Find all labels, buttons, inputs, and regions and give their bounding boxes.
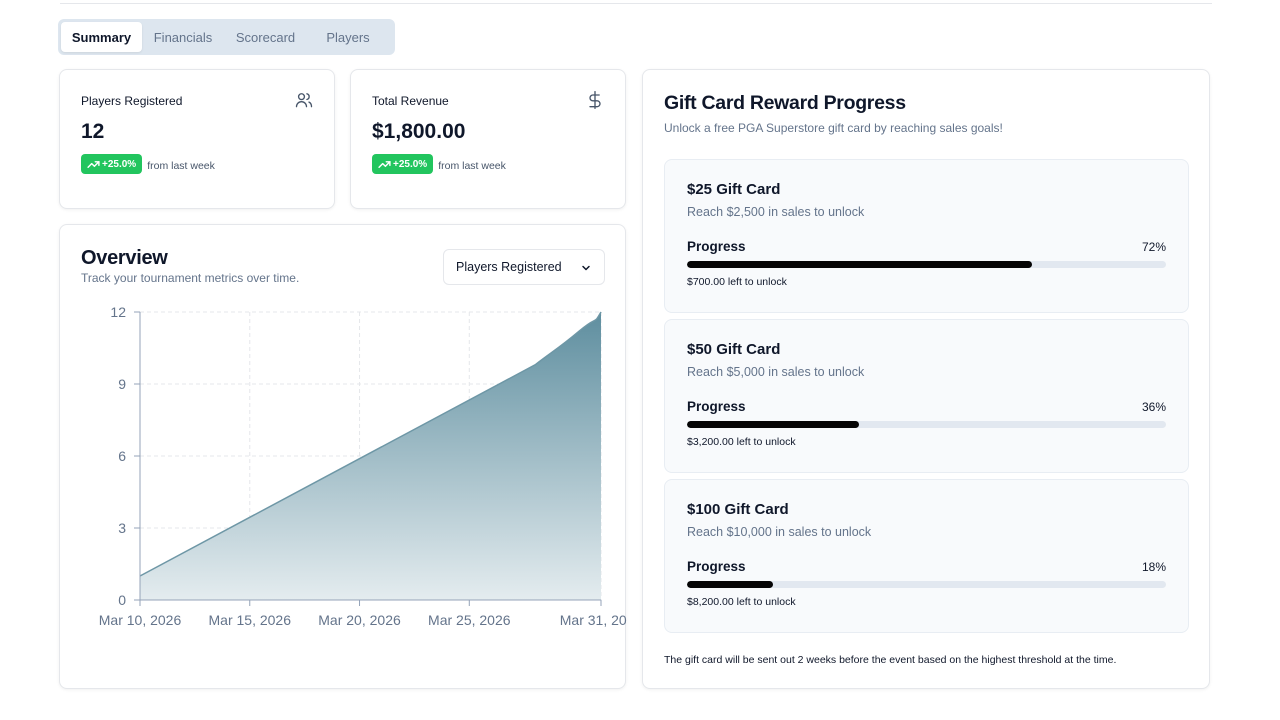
tier-100-card: $100 Gift Card Reach $10,000 in sales to… [664,479,1189,633]
tab-players[interactable]: Players [326,29,370,45]
gift-card-footnote: The gift card will be sent out 2 weeks b… [664,654,1117,666]
tab-scorecard[interactable]: Scorecard [235,29,296,45]
amount-left: $3,200.00 left to unlock [687,436,796,448]
trending-up-icon [87,160,100,168]
gift-card-title: Gift Card Reward Progress [664,92,906,114]
progress-fill [687,421,860,428]
x-tick-label: Mar 15, 2026 [209,612,292,628]
overview-card: Overview Track your tournament metrics o… [59,224,627,689]
change-value: +25.0% [102,158,137,170]
amount-left: $8,200.00 left to unlock [687,596,796,608]
change-badge: +25.0% [81,154,143,174]
overview-title: Overview [81,247,168,269]
x-tick-label: Mar 10, 2026 [99,612,182,628]
progress-label: Progress [687,399,746,414]
trending-up-icon [378,160,391,168]
stat-value: $1,800.00 [372,120,466,143]
gift-card-subtitle: Unlock a free PGA Superstore gift card b… [664,121,1003,135]
stat-title: Total Revenue [372,94,449,108]
dollar-icon [589,91,601,110]
tab-financials[interactable]: Financials [153,29,213,45]
change-value: +25.0% [393,158,428,170]
x-tick-label: Mar 31, 2026 [560,612,627,628]
progress-track [687,261,1166,268]
tier-description: Reach $5,000 in sales to unlock [687,365,865,379]
stat-value: 12 [81,120,105,143]
tab-list: Summary Financials Scorecard Players [58,19,395,55]
progress-fill [687,581,774,588]
progress-fill [687,261,1032,268]
change-suffix: from last week [147,159,215,172]
tab-summary[interactable]: Summary [61,22,142,52]
x-tick-label: Mar 25, 2026 [428,612,511,628]
tier-description: Reach $2,500 in sales to unlock [687,205,865,219]
tier-50-card: $50 Gift Card Reach $5,000 in sales to u… [664,319,1189,473]
change-suffix: from last week [438,159,506,172]
y-tick-label: 6 [118,448,126,464]
y-tick-label: 0 [118,592,126,608]
y-tick-label: 9 [118,376,126,392]
x-tick-label: Mar 20, 2026 [318,612,401,628]
tier-description: Reach $10,000 in sales to unlock [687,525,872,539]
y-tick-label: 12 [110,304,126,320]
tier-25-card: $25 Gift Card Reach $2,500 in sales to u… [664,159,1189,313]
players-registered-card: Players Registered 12 +25.0% from last w… [59,69,335,209]
top-divider [60,3,1212,4]
progress-track [687,421,1166,428]
players-area-chart: 12 9 6 3 0 Mar 10, 2026 Mar 15, 2026 Mar 20, 20… [99,304,627,628]
progress-label: Progress [687,239,746,254]
chevron-down-icon [582,265,590,271]
tier-name: $25 Gift Card [687,181,781,198]
metric-select-value: Players Registered [456,260,562,274]
stat-change: +25.0% from last week [81,154,215,174]
tier-name: $100 Gift Card [687,501,789,518]
stat-change: +25.0% from last week [372,154,506,174]
gift-card-progress-card: Gift Card Reward Progress Unlock a free … [642,69,1210,689]
progress-percent: 72% [1141,240,1166,254]
total-revenue-card: Total Revenue $1,800.00 +25.0% from last… [350,69,626,209]
area-line [139,311,602,577]
change-badge: +25.0% [372,154,434,174]
tier-name: $50 Gift Card [687,341,781,358]
users-icon [295,93,313,108]
progress-percent: 36% [1141,400,1166,414]
metric-select[interactable]: Players Registered [443,249,605,285]
progress-percent: 18% [1141,560,1166,574]
area-fill [140,312,601,600]
y-tick-label: 3 [118,520,126,536]
overview-subtitle: Track your tournament metrics over time. [81,271,300,285]
stat-title: Players Registered [81,94,183,108]
amount-left: $700.00 left to unlock [687,276,787,288]
progress-track [687,581,1166,588]
progress-label: Progress [687,559,746,574]
